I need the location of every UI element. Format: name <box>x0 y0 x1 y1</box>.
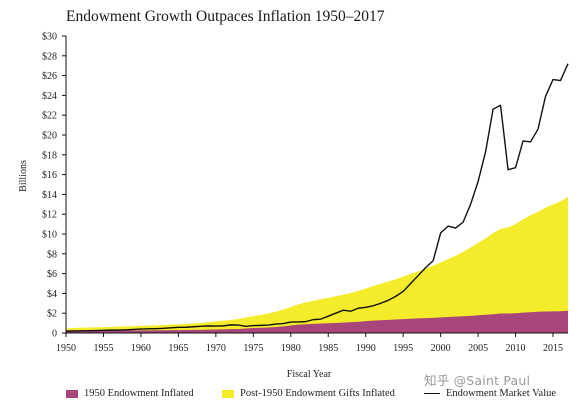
legend-swatch-post-1950-gifts <box>222 389 234 398</box>
legend-item-1950-endowment: 1950 Endowment Inflated <box>66 388 194 399</box>
x-tick-label: 1975 <box>243 343 263 354</box>
line-market-value <box>65 63 569 332</box>
y-tick-label: $26 <box>42 71 57 82</box>
y-tick-label: $12 <box>42 210 57 221</box>
area-1950-endowment <box>66 310 568 333</box>
y-tick-label: $10 <box>42 230 57 241</box>
x-tick-label: 1995 <box>393 343 413 354</box>
legend: 1950 Endowment Inflated Post-1950 Endowm… <box>0 386 576 402</box>
area-post-1950-gifts <box>66 196 568 333</box>
legend-swatch-market-value <box>424 393 440 394</box>
x-tick-label: 1970 <box>206 343 226 354</box>
area-layer <box>65 63 569 333</box>
legend-item-market-value: Endowment Market Value <box>424 388 556 399</box>
y-tick-label: $14 <box>42 190 57 201</box>
x-tick-label: 1990 <box>356 343 376 354</box>
legend-label-1950-endowment: 1950 Endowment Inflated <box>84 388 194 399</box>
x-tick-label: 1960 <box>131 343 151 354</box>
x-tick-label: 2005 <box>468 343 488 354</box>
legend-label-post-1950-gifts: Post-1950 Endowment Gifts Inflated <box>240 388 395 399</box>
y-tick-label: $24 <box>42 91 57 102</box>
y-tick-label: $6 <box>47 269 57 280</box>
chart-title: Endowment Growth Outpaces Inflation 1950… <box>66 8 385 25</box>
y-tick-label: $16 <box>42 170 57 181</box>
y-tick-label: $2 <box>47 309 57 320</box>
legend-item-post-1950-gifts: Post-1950 Endowment Gifts Inflated <box>222 388 395 399</box>
x-tick-label: 1955 <box>93 343 113 354</box>
y-tick-label: $20 <box>42 131 57 142</box>
y-tick-label: 0 <box>52 329 57 340</box>
watermark: 知乎 @Saint Paul <box>424 373 531 388</box>
y-tick-labels: 0 $2 $4 $6 $8 $10 $12 $14 $16 $18 $20 $22 $24 $26 $28 $… <box>42 32 66 340</box>
y-tick-label: $4 <box>47 289 57 300</box>
legend-label-market-value: Endowment Market Value <box>446 388 557 399</box>
x-tick-label: 2015 <box>543 343 563 354</box>
x-axis-label: Fiscal Year <box>287 369 332 380</box>
y-tick-label: $22 <box>42 111 57 122</box>
y-tick-label: $28 <box>42 51 57 62</box>
x-tick-label: 1965 <box>168 343 188 354</box>
x-tick-labels: 1950 1955 1960 1965 1970 1975 1980 1985 1990 1995… <box>56 333 563 354</box>
x-tick-label: 1985 <box>318 343 338 354</box>
x-tick-label: 1950 <box>56 343 76 354</box>
x-tick-label: 2010 <box>506 343 526 354</box>
axes <box>65 36 568 334</box>
x-tick-label: 2000 <box>431 343 451 354</box>
y-axis-label: Billions <box>18 160 29 192</box>
y-tick-label: $18 <box>42 150 57 161</box>
legend-swatch-1950-endowment <box>66 389 78 398</box>
y-tick-label: $30 <box>42 32 57 43</box>
x-tick-label: 1980 <box>281 343 301 354</box>
y-tick-label: $8 <box>47 249 57 260</box>
